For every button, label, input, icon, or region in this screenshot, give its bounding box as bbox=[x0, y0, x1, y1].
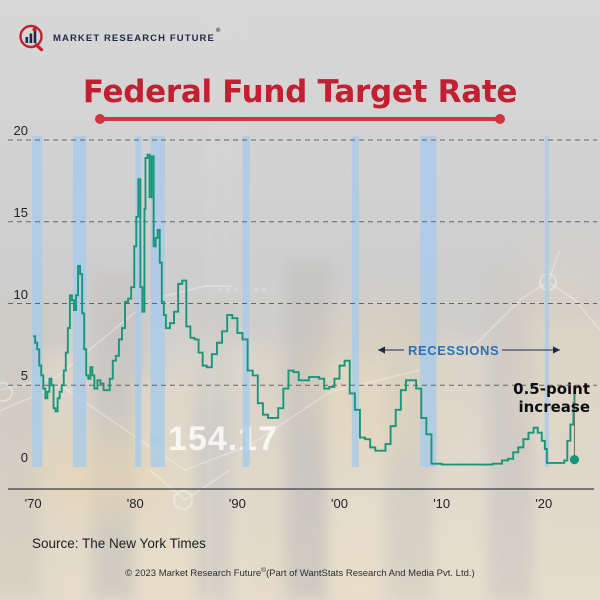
x-tick-label-80: '80 bbox=[126, 496, 144, 511]
recession-band bbox=[72, 136, 87, 467]
page-title: Federal Fund Target Rate bbox=[82, 74, 518, 110]
x-tick-label-90: '90 bbox=[228, 496, 246, 511]
x-tick-label-20: '20 bbox=[535, 496, 553, 511]
copyright-line: © 2023 Market Research Future®(Part of W… bbox=[0, 567, 600, 579]
recession-bands-group bbox=[32, 136, 549, 467]
y-tick-label-10: 10 bbox=[13, 286, 28, 302]
rate-line bbox=[33, 153, 576, 466]
arrow-right-icon bbox=[553, 346, 560, 354]
recessions-arrow-group bbox=[378, 346, 560, 354]
end-marker-dot bbox=[569, 455, 580, 465]
x-tick-label-70: '70 bbox=[24, 496, 42, 511]
rate-series-group bbox=[33, 153, 576, 466]
x-tick-label-00: '00 bbox=[331, 496, 348, 511]
arrow-left-icon bbox=[378, 346, 385, 354]
y-tick-label-0: 0 bbox=[20, 450, 28, 465]
brand-name: MARKET RESEARCH FUTURE® bbox=[53, 28, 220, 45]
increase-line-2: increase bbox=[518, 397, 590, 416]
recession-band bbox=[242, 136, 250, 467]
y-tick-label-15: 15 bbox=[13, 204, 28, 220]
x-tick-label-10: '10 bbox=[433, 496, 451, 511]
y-tick-label-20: 20 bbox=[13, 123, 28, 138]
recession-band bbox=[351, 136, 359, 467]
gridlines-group bbox=[8, 139, 597, 386]
registered-trademark-icon: ® bbox=[215, 28, 222, 35]
recession-band bbox=[32, 136, 43, 467]
recession-band bbox=[544, 136, 549, 467]
copyright-pre: © 2023 Market Research Future bbox=[125, 568, 262, 580]
magnifier-bar-chart-icon bbox=[18, 24, 48, 54]
end-marker-group bbox=[569, 398, 580, 465]
copyright-post: (Part of WantStats Research And Media Pv… bbox=[265, 568, 475, 580]
watermark-value: 154.17 bbox=[168, 420, 278, 458]
source-credit: Source: The New York Times bbox=[32, 536, 206, 551]
half-point-increase-annotation: 0.5-point increase bbox=[460, 380, 590, 416]
increase-line-1: 0.5-point bbox=[513, 380, 590, 398]
recessions-annotation-label: RECESSIONS bbox=[408, 343, 500, 358]
recession-band bbox=[420, 136, 437, 467]
recession-band bbox=[135, 136, 142, 467]
brand-name-text: MARKET RESEARCH FUTURE bbox=[53, 33, 215, 45]
y-tick-label-5: 5 bbox=[20, 368, 28, 384]
registered-trademark-icon: ® bbox=[261, 567, 266, 574]
brand-logo: MARKET RESEARCH FUTURE® bbox=[18, 24, 220, 54]
title-underline-rule bbox=[95, 114, 505, 124]
